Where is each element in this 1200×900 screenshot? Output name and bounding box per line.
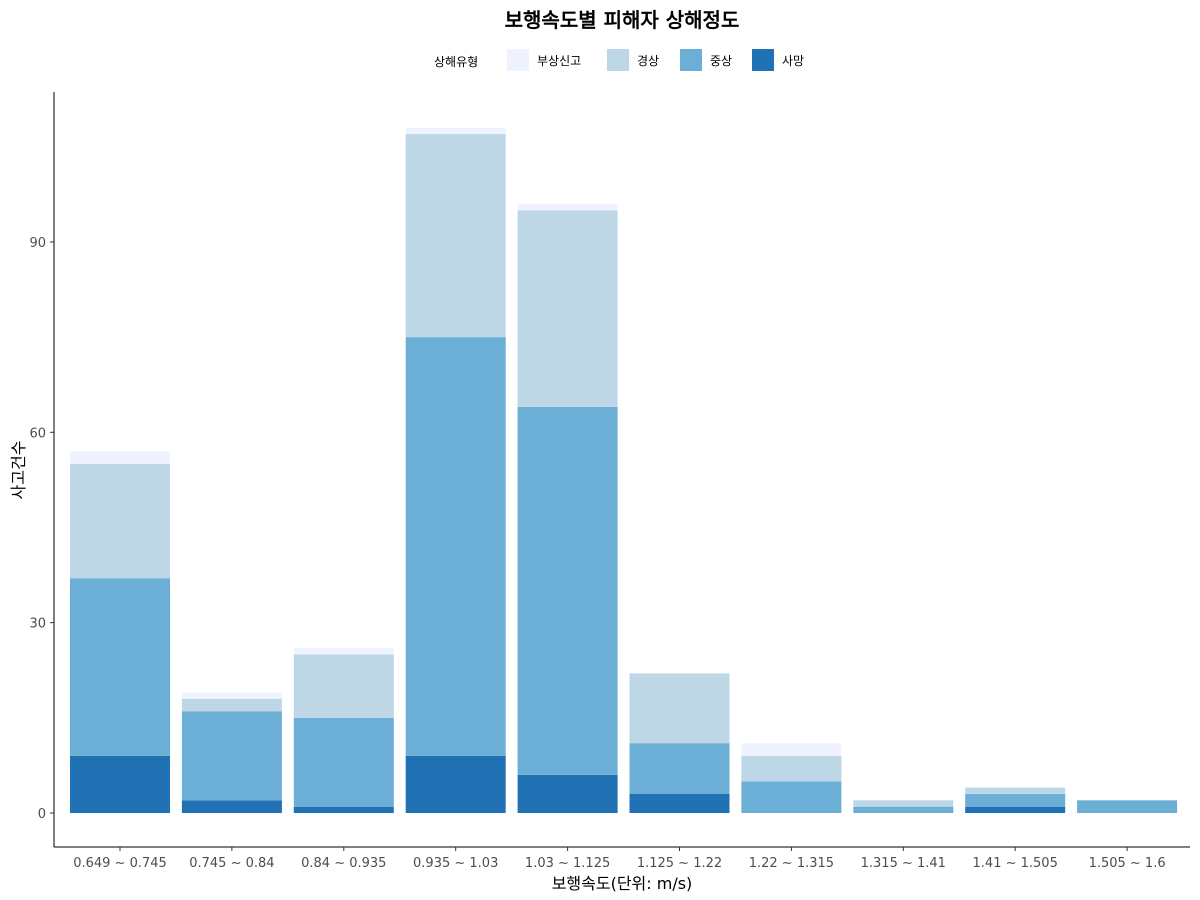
bar-segment-2-s3 [181,698,282,712]
bar-segment-1-s1 [70,755,170,813]
x-tick-label: 0.935 ~ 1.03 [413,856,498,871]
x-tick-label: 0.649 ~ 0.745 [73,856,167,871]
bar-segment-8-s2 [853,806,954,813]
bar-segment-1-s3 [70,464,170,579]
legend: 상해유형 부상신고 경상 중상 사망 [434,49,804,71]
axes: 0 30 60 90 0.649 ~ 0.745 0.745 ~ 0.84 0.84 ~ 0… [29,92,1190,871]
bar-segment-8-s3 [853,800,954,807]
legend-label: 경상 [637,54,659,68]
bar-segment-3-s1 [293,806,394,813]
legend-swatch [607,49,629,71]
bar-segment-2-s4 [181,692,282,699]
bar-segment-2-s1 [181,800,282,813]
bar-segment-6-s1 [629,794,730,813]
legend-label: 사망 [782,54,804,68]
bar-segment-5-s4 [517,203,618,211]
y-tick-label: 0 [38,807,46,822]
x-tick-label: 1.03 ~ 1.125 [525,856,610,871]
x-tick-label: 0.84 ~ 0.935 [301,856,386,871]
bar-segment-4-s1 [405,755,506,813]
bar-segment-5-s2 [517,406,618,775]
bar-segment-9-s3 [965,787,1066,794]
bars [70,127,1178,813]
chart-title: 보행속도별 피해자 상해정도 [505,8,740,32]
legend-swatch [752,49,774,71]
bar-segment-5-s1 [517,774,618,813]
legend-swatch [507,49,529,71]
bar-segment-1-s4 [70,451,170,464]
legend-label: 부상신고 [537,54,581,68]
legend-title: 상해유형 [434,55,478,69]
y-tick-label: 60 [29,426,46,441]
bar-segment-5-s3 [517,210,618,407]
bar-segment-4-s2 [405,337,506,756]
bar-segment-9-s1 [965,806,1066,813]
bar-segment-6-s2 [629,743,730,794]
bar-segment-6-s3 [629,673,730,744]
x-axis-title: 보행속도(단위: m/s) [552,874,693,893]
bar-segment-2-s2 [181,711,282,801]
legend-label: 중상 [710,54,732,68]
x-tick-label: 1.41 ~ 1.505 [973,856,1058,871]
bar-segment-7-s4 [741,743,842,756]
bar-segment-3-s2 [293,717,394,807]
bar-segment-3-s4 [293,648,394,655]
bar-segment-9-s2 [965,794,1066,807]
y-axis-title: 사고건수 [9,441,28,500]
bar-segment-1-s2 [70,578,170,756]
bar-segment-3-s3 [293,654,394,718]
x-tick-label: 1.315 ~ 1.41 [861,856,946,871]
bar-segment-7-s3 [741,755,842,782]
x-tick-label: 1.22 ~ 1.315 [749,856,834,871]
x-tick-label: 1.125 ~ 1.22 [637,856,722,871]
x-tick-label: 1.505 ~ 1.6 [1089,856,1166,871]
bar-segment-10-s2 [1077,800,1178,813]
bar-segment-4-s3 [405,134,506,338]
y-tick-label: 30 [29,617,46,632]
y-tick-label: 90 [29,236,46,251]
bar-segment-7-s2 [741,781,842,813]
legend-swatch [680,49,702,71]
bar-segment-4-s4 [405,127,506,134]
x-tick-label: 0.745 ~ 0.84 [189,856,274,871]
